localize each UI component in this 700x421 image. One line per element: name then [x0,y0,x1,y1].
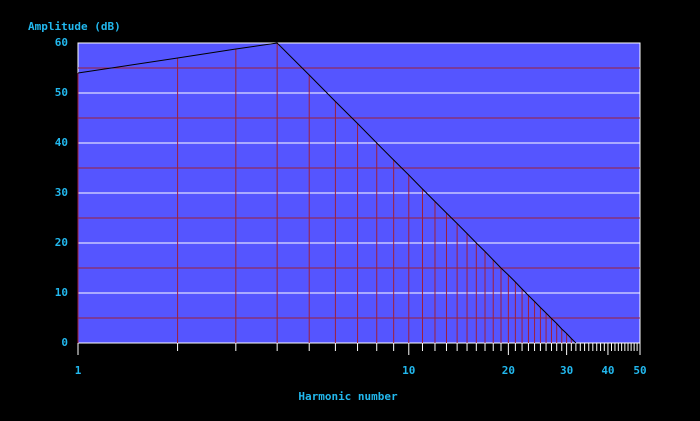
y-tick-label: 20 [55,236,68,249]
x-tick-label: 20 [502,364,515,377]
y-tick-label: 40 [55,136,68,149]
envelope-line [77,42,577,344]
y-tick-label: 0 [61,336,68,349]
y-tick-label: 10 [55,286,68,299]
x-axis-label: Harmonic number [298,390,398,403]
chart-title: Amplitude (dB) [28,20,121,33]
x-tick-label: 50 [633,364,646,377]
y-tick-label: 50 [55,86,68,99]
x-tick-label: 10 [402,364,415,377]
x-tick-label: 1 [75,364,82,377]
y-tick-label: 60 [55,36,68,49]
y-tick-label: 30 [55,186,68,199]
x-tick-label: 40 [601,364,614,377]
x-tick-label: 30 [560,364,573,377]
